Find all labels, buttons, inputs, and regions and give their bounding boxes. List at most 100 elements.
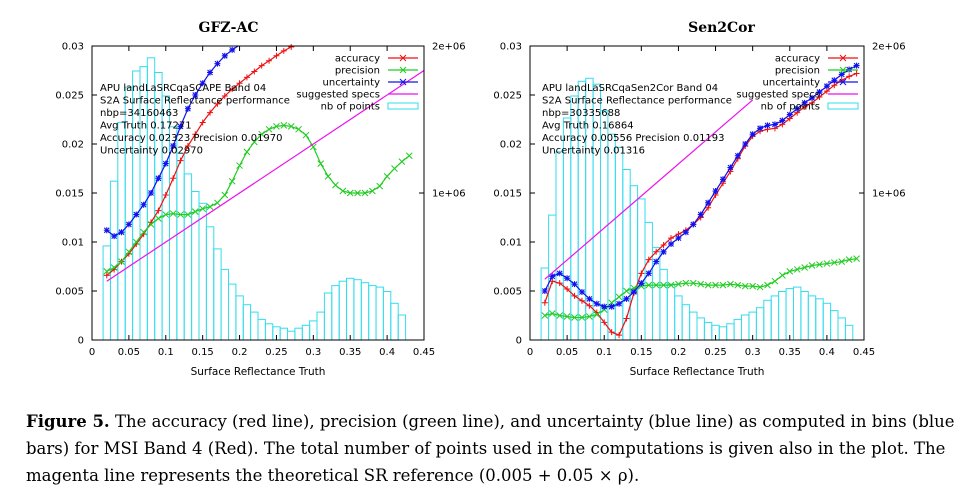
uncertainty-point	[578, 288, 585, 295]
histogram-bar	[368, 285, 377, 341]
info-line: Accuracy 0.02323 Precision 0.01970	[100, 133, 283, 144]
histogram-bar	[733, 318, 743, 341]
precision-point	[369, 187, 376, 195]
precision-point	[228, 177, 236, 185]
uncertainty-point	[199, 80, 206, 87]
uncertainty-point	[192, 92, 199, 98]
uncertainty-point	[801, 99, 808, 106]
precision-point	[206, 203, 214, 211]
histogram-bar	[696, 317, 705, 341]
uncertainty-point	[608, 303, 615, 310]
precision-point	[184, 211, 192, 218]
chart-gfz-ac: 0 0.05 0.1 0.15 0.2 0.25 0.3 0.35 0.4 0.45 0 0.005 0…	[55, 42, 465, 379]
precision-point	[110, 264, 118, 271]
precision-point	[295, 125, 302, 133]
accuracy-point	[221, 92, 228, 99]
y-tick-label: 0.015	[55, 189, 84, 200]
accuracy-point	[229, 86, 236, 93]
precision-point	[140, 228, 147, 236]
uncertainty-point	[675, 235, 682, 242]
precision-point	[177, 211, 184, 218]
histogram-bar	[228, 283, 237, 341]
y-tick-label: 0.01	[500, 238, 522, 249]
y-tick-label: 0	[78, 336, 84, 347]
histogram-bar	[109, 180, 119, 341]
precision-point	[667, 281, 675, 289]
uncertainty-point	[111, 233, 118, 240]
precision-point	[652, 281, 660, 289]
chart-panel-sen2cor: Sen2Cor 0 0.05 0.1 0.15 0.2 0.25 0.3 0.35 0.4 0.4…	[485, 0, 970, 392]
histogram-bar	[555, 151, 564, 341]
histogram-bar	[331, 285, 340, 341]
uncertainty-point	[162, 160, 169, 167]
uncertainty-point	[853, 62, 860, 69]
precision-point	[645, 281, 653, 289]
precision-point	[361, 189, 369, 197]
x-tick-label: 0.4	[379, 347, 395, 358]
uncertainty-point	[734, 152, 741, 159]
histogram-bar	[755, 307, 765, 341]
uncertainty-point	[549, 273, 556, 280]
accuracy-point	[192, 131, 199, 138]
histogram-bar	[169, 126, 178, 341]
precision-point	[147, 221, 155, 228]
accuracy-point	[846, 73, 853, 80]
precision-point	[287, 123, 295, 130]
figure-caption: Figure 5. The accuracy (red line), preci…	[26, 408, 956, 489]
legend-label: nb of points	[761, 102, 820, 113]
legend-marker-uncertainty	[839, 78, 847, 86]
precision-point	[749, 282, 757, 290]
histogram-bar	[279, 327, 289, 341]
accuracy-point	[638, 270, 645, 277]
histogram-bar	[257, 318, 266, 341]
legend-label: suggested specs	[296, 90, 380, 101]
uncertainty-point	[616, 300, 623, 307]
precision-point	[324, 172, 332, 180]
series-line-suggested-specs	[544, 99, 754, 280]
histogram-bar	[689, 311, 698, 341]
y-tick-label: 0.005	[55, 287, 84, 298]
precision-point	[823, 260, 831, 267]
histogram-bar	[793, 286, 802, 341]
uncertainty-point	[809, 94, 816, 101]
histogram-bar	[778, 291, 787, 341]
uncertainty-point	[749, 131, 756, 138]
accuracy-point	[601, 319, 608, 326]
histogram-bar	[301, 324, 311, 341]
precision-point	[548, 310, 556, 317]
legend-label: accuracy	[775, 54, 820, 65]
precision-point	[845, 256, 853, 263]
accuracy-point	[251, 68, 258, 75]
precision-point	[243, 148, 251, 156]
precision-point	[221, 191, 229, 199]
accuracy-point	[571, 292, 578, 299]
precision-point	[786, 268, 794, 275]
accuracy-point	[103, 272, 110, 279]
info-line: Uncertainty 0.01316	[542, 146, 645, 157]
precision-point	[578, 314, 586, 321]
info-line: Accuracy 0.00556 Precision 0.01193	[542, 133, 725, 144]
uncertainty-point	[541, 288, 548, 294]
x-tick-label: 0.15	[630, 347, 652, 358]
uncertainty-point	[140, 201, 147, 208]
histogram-bar	[235, 295, 244, 341]
accuracy-point	[280, 47, 287, 54]
precision-point	[660, 281, 667, 289]
histogram-bar	[659, 268, 668, 341]
accuracy-point	[199, 119, 206, 126]
histogram-bar	[375, 286, 384, 341]
histogram-bar	[763, 299, 772, 341]
info-line: APU landLaSRCqaSCAPE Band 04	[100, 83, 266, 94]
x-tick-label: 0.45	[853, 347, 875, 358]
info-line: S2A Surface Reflectance performance	[100, 96, 290, 107]
accuracy-point	[623, 315, 630, 322]
precision-point	[169, 210, 177, 217]
precision-point	[273, 123, 280, 130]
uncertainty-point	[623, 295, 630, 302]
histogram-bar	[741, 314, 750, 341]
precision-point	[727, 280, 734, 288]
histogram-bar	[205, 226, 215, 341]
precision-point	[853, 255, 860, 263]
histogram-bar	[718, 326, 728, 341]
precision-point	[719, 281, 727, 289]
